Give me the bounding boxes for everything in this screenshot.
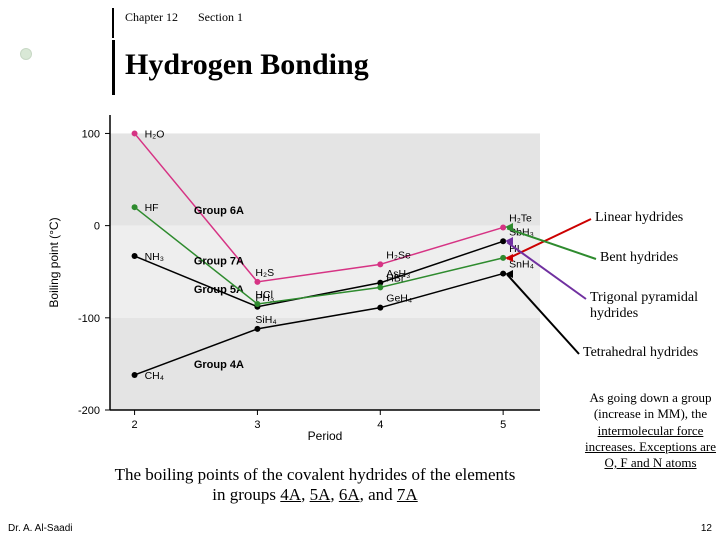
- svg-text:H₂S: H₂S: [255, 267, 274, 279]
- sidenote: As going down a group (increase in MM), …: [583, 390, 718, 471]
- svg-text:GeH₄: GeH₄: [386, 293, 412, 305]
- svg-text:H₂Se: H₂Se: [386, 249, 411, 261]
- annotation-3: Tetrahedral hydrides: [583, 345, 713, 361]
- section-label: Section 1: [198, 10, 243, 25]
- chapter-label: Chapter 12: [125, 10, 178, 25]
- svg-text:Group 5A: Group 5A: [194, 284, 244, 296]
- svg-text:0: 0: [94, 221, 100, 233]
- svg-text:Period: Period: [308, 429, 343, 443]
- svg-text:HCl: HCl: [255, 289, 273, 301]
- svg-text:Group 7A: Group 7A: [194, 256, 244, 268]
- bullet-accent: [20, 48, 32, 60]
- svg-text:3: 3: [254, 419, 260, 431]
- header: Chapter 12 Section 1: [125, 10, 243, 25]
- footer-page-number: 12: [701, 523, 712, 534]
- svg-text:5: 5: [500, 419, 506, 431]
- svg-text:CH₄: CH₄: [145, 370, 164, 382]
- annotation-arrowhead-3: [505, 270, 513, 278]
- svg-text:-200: -200: [78, 405, 100, 417]
- svg-text:HF: HF: [145, 202, 159, 214]
- svg-text:HBr: HBr: [386, 272, 405, 284]
- caption: The boiling points of the covalent hydri…: [110, 465, 520, 506]
- caption-group-0: 4A: [280, 485, 301, 504]
- annotation-arrowhead-2: [505, 237, 513, 245]
- annotation-arrowhead-1: [505, 223, 513, 231]
- svg-text:Boiling point (°C): Boiling point (°C): [47, 217, 61, 307]
- svg-text:SiH₄: SiH₄: [255, 314, 276, 326]
- page-title: Hydrogen Bonding: [125, 48, 369, 82]
- svg-text:-100: -100: [78, 313, 100, 325]
- svg-text:NH₃: NH₃: [145, 251, 164, 263]
- annotation-1: Bent hydrides: [600, 250, 720, 266]
- annotation-arrowhead-0: [505, 254, 513, 262]
- boiling-point-chart: -200 -100 0 100 2 3 4 5 Period Boiling point (°C)…: [40, 105, 560, 445]
- svg-text:2: 2: [132, 419, 138, 431]
- caption-group-1: 5A: [310, 485, 331, 504]
- caption-group-2: 6A: [339, 485, 360, 504]
- header-divider: [112, 8, 114, 38]
- sidenote-line1: As going down a group (increase in MM), …: [589, 390, 711, 421]
- title-vertical-bar: [112, 40, 115, 95]
- sidenote-line2: intermolecular force increases. Exceptio…: [585, 423, 716, 471]
- svg-text:Group 6A: Group 6A: [194, 205, 244, 217]
- svg-text:Group 4A: Group 4A: [194, 359, 244, 371]
- svg-text:4: 4: [377, 419, 383, 431]
- annotation-0: Linear hydrides: [595, 210, 720, 226]
- footer-author: Dr. A. Al-Saadi: [8, 523, 72, 534]
- svg-text:H₂O: H₂O: [145, 128, 165, 140]
- svg-text:100: 100: [82, 128, 100, 140]
- chart-svg: -200 -100 0 100 2 3 4 5 Period Boiling point (°C)…: [40, 105, 560, 445]
- caption-group-3: 7A: [397, 485, 418, 504]
- annotation-2: Trigonal pyramidal hydrides: [590, 290, 720, 322]
